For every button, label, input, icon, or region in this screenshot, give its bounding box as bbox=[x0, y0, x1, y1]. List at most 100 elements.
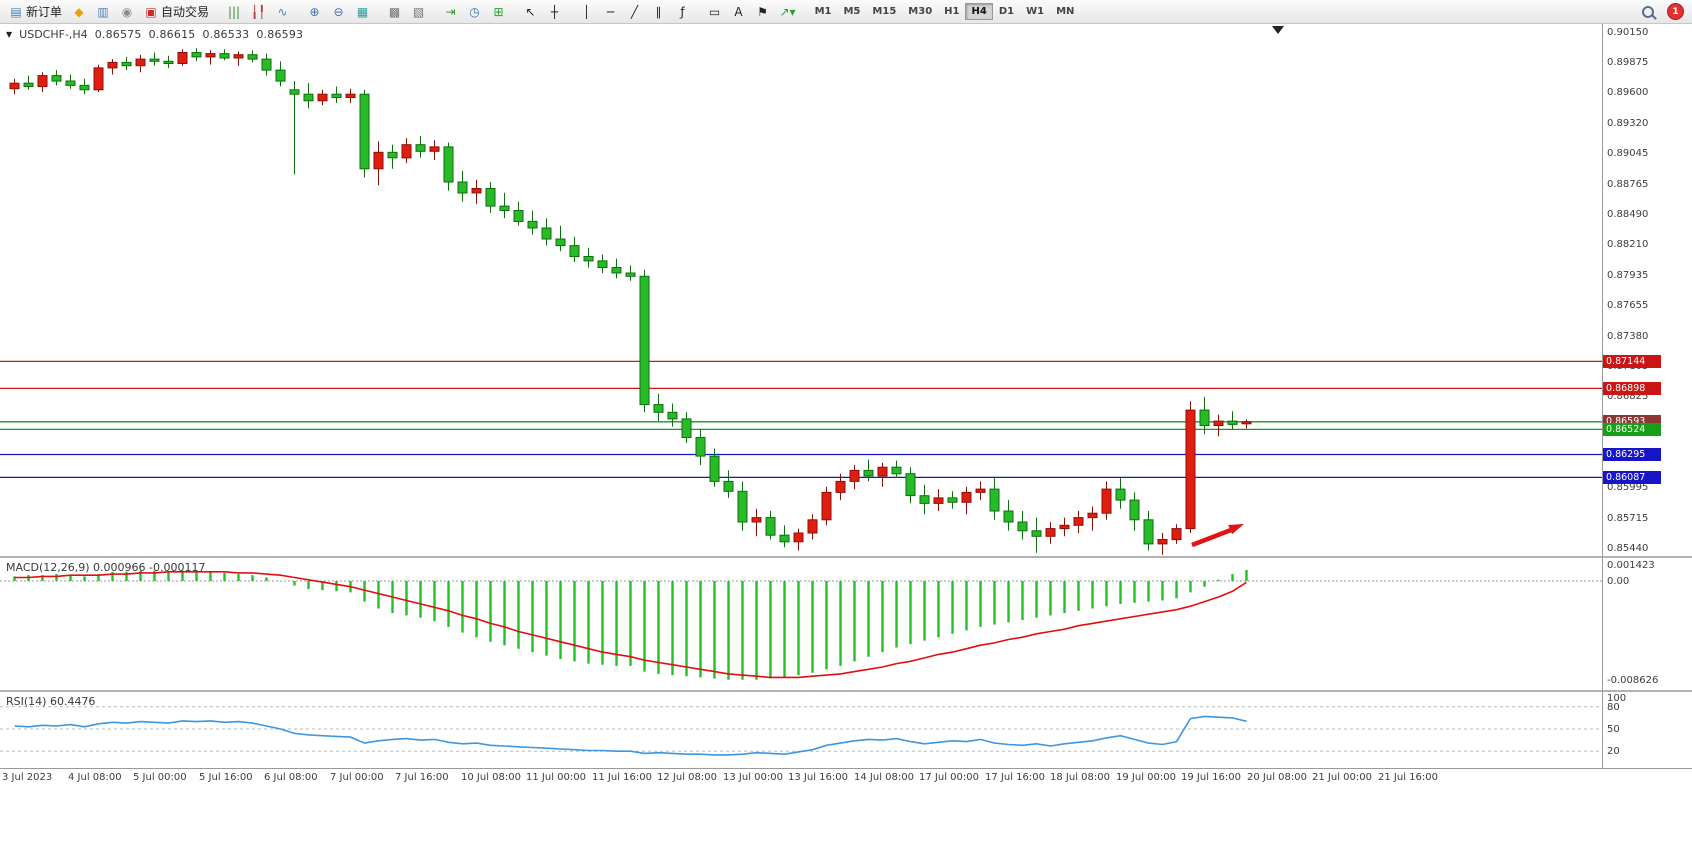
horizontal-line-icon: ─ bbox=[606, 4, 615, 19]
chart-window[interactable]: ▼ USDCHF-,H4 0.86575 0.86615 0.86533 0.8… bbox=[0, 24, 1692, 850]
text-button[interactable]: A bbox=[727, 1, 749, 23]
tile-windows-button[interactable]: ▦ bbox=[351, 1, 373, 23]
trendline-button[interactable]: ╱ bbox=[623, 1, 645, 23]
ohlc-open: 0.86575 bbox=[94, 28, 142, 41]
indicators-button[interactable]: ⊞ bbox=[487, 1, 509, 23]
text-label-button[interactable]: ⚑ bbox=[751, 1, 773, 23]
panel-splitter[interactable] bbox=[0, 556, 1692, 558]
time-axis-label: 5 Jul 16:00 bbox=[199, 772, 253, 783]
timeframe-button-M1[interactable]: M1 bbox=[814, 6, 832, 17]
macd-scale-label: 0.00 bbox=[1607, 576, 1630, 587]
shapes-button[interactable]: ▭ bbox=[703, 1, 725, 23]
candle bbox=[723, 480, 734, 492]
toolbar-right: 1 bbox=[1637, 1, 1688, 23]
time-axis-label: 21 Jul 16:00 bbox=[1378, 772, 1438, 783]
candle bbox=[79, 84, 90, 91]
new-order-button-label: 新订单 bbox=[26, 5, 63, 19]
search-icon bbox=[1642, 5, 1654, 18]
new-order-button[interactable]: ▤ 新订单 bbox=[5, 1, 66, 23]
rsi-scale-label: 80 bbox=[1607, 702, 1620, 713]
candlestick-chart-button[interactable]: ╽╿ bbox=[247, 1, 269, 23]
candle bbox=[583, 256, 594, 262]
candle bbox=[807, 519, 818, 534]
fibonacci-button[interactable]: ƒ bbox=[671, 1, 693, 23]
candle bbox=[415, 144, 426, 152]
time-axis-label: 11 Jul 00:00 bbox=[526, 772, 586, 783]
candle bbox=[1143, 519, 1154, 545]
candle bbox=[275, 69, 286, 82]
chart-shift-button[interactable]: ◷ bbox=[463, 1, 485, 23]
cascade-windows-button[interactable]: ▩ bbox=[383, 1, 405, 23]
candle bbox=[233, 54, 244, 59]
candle bbox=[1101, 488, 1112, 514]
macd-canvas[interactable] bbox=[0, 558, 1602, 690]
candle bbox=[317, 93, 328, 102]
time-axis-label: 20 Jul 08:00 bbox=[1247, 772, 1307, 783]
price-chart-canvas[interactable] bbox=[0, 24, 1602, 556]
candle bbox=[37, 75, 48, 88]
bar-chart-icon: ||| bbox=[227, 4, 241, 19]
chart-shift-marker[interactable] bbox=[1272, 26, 1284, 34]
price-tag: 0.86898 bbox=[1603, 382, 1661, 395]
candle bbox=[121, 61, 132, 67]
timeframe-button-M15[interactable]: M15 bbox=[872, 6, 897, 17]
candle bbox=[653, 404, 664, 413]
rsi-scale-label: 50 bbox=[1607, 724, 1620, 735]
candle bbox=[219, 53, 230, 59]
price-tag: 0.86087 bbox=[1603, 471, 1661, 484]
mql5-community-button[interactable]: ◉ bbox=[116, 1, 138, 23]
timeframe-button-MN[interactable]: MN bbox=[1056, 6, 1075, 17]
line-chart-icon: ∿ bbox=[277, 4, 288, 19]
auto-scroll-button[interactable]: ⇥ bbox=[439, 1, 461, 23]
autotrading-button[interactable]: ▣ 自动交易 bbox=[140, 1, 213, 23]
candle bbox=[485, 188, 496, 207]
price-axis-label: 0.87380 bbox=[1607, 331, 1649, 342]
timeframe-button-H4[interactable]: H4 bbox=[965, 3, 993, 20]
price-axis-label: 0.88490 bbox=[1607, 209, 1649, 220]
price-axis-label: 0.85440 bbox=[1607, 543, 1649, 554]
candle bbox=[1115, 488, 1126, 501]
vertical-line-button[interactable]: │ bbox=[575, 1, 597, 23]
line-chart-button[interactable]: ∿ bbox=[271, 1, 293, 23]
cursor-button[interactable]: ↖ bbox=[519, 1, 541, 23]
channel-button[interactable]: ∥ bbox=[647, 1, 669, 23]
metaeditor-button[interactable]: ◆ bbox=[68, 1, 90, 23]
search-button[interactable] bbox=[1638, 1, 1658, 23]
candle bbox=[457, 181, 468, 194]
time-axis-border[interactable] bbox=[0, 768, 1692, 769]
candle bbox=[1185, 409, 1196, 530]
notification-badge[interactable]: 1 bbox=[1667, 3, 1684, 20]
arrows-button[interactable]: ↗▾ bbox=[775, 1, 799, 23]
timeframe-button-M30[interactable]: M30 bbox=[908, 6, 933, 17]
crosshair-button[interactable]: ┼ bbox=[543, 1, 565, 23]
timeframe-button-M5[interactable]: M5 bbox=[843, 6, 861, 17]
arrow-annotation[interactable] bbox=[1191, 527, 1232, 548]
time-axis-label: 17 Jul 00:00 bbox=[919, 772, 979, 783]
bar-chart-button[interactable]: ||| bbox=[223, 1, 245, 23]
timeframe-button-W1[interactable]: W1 bbox=[1026, 6, 1045, 17]
candle bbox=[709, 455, 720, 482]
timeframe-button-D1[interactable]: D1 bbox=[998, 6, 1015, 17]
candle bbox=[905, 473, 916, 497]
price-axis-border[interactable] bbox=[1602, 24, 1603, 768]
text-icon: A bbox=[734, 4, 743, 19]
candle bbox=[401, 144, 412, 159]
symbol-dropdown-icon[interactable]: ▼ bbox=[6, 30, 13, 39]
zoom-out-button[interactable]: ⊖ bbox=[327, 1, 349, 23]
candle bbox=[331, 93, 342, 98]
panel-splitter[interactable] bbox=[0, 690, 1692, 692]
symbol-name: USDCHF-,H4 bbox=[19, 28, 88, 41]
new-chart-icon: ▧ bbox=[412, 4, 425, 19]
timeframe-button-H1[interactable]: H1 bbox=[944, 6, 960, 17]
candle bbox=[261, 58, 272, 71]
candle bbox=[373, 151, 384, 170]
horizontal-line-button[interactable]: ─ bbox=[599, 1, 621, 23]
price-axis-label: 0.89045 bbox=[1607, 148, 1649, 159]
zoom-in-button[interactable]: ⊕ bbox=[303, 1, 325, 23]
candle bbox=[1157, 539, 1168, 545]
rsi-canvas[interactable] bbox=[0, 692, 1602, 766]
new-chart-button[interactable]: ▧ bbox=[407, 1, 429, 23]
market-watch-button[interactable]: ▥ bbox=[92, 1, 114, 23]
crosshair-icon: ┼ bbox=[550, 4, 559, 19]
time-axis-label: 4 Jul 08:00 bbox=[68, 772, 122, 783]
